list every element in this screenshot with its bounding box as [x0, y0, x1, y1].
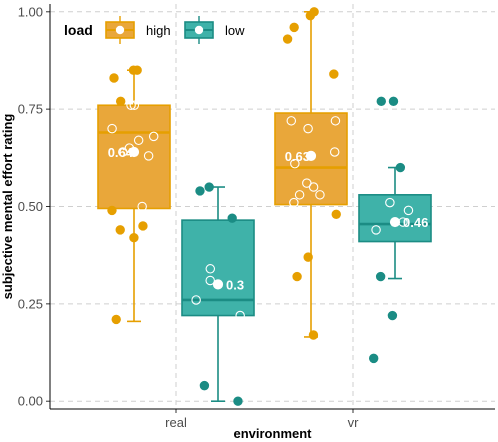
data-point [308, 330, 319, 340]
data-point [126, 100, 136, 111]
data-point [204, 182, 214, 192]
data-point [330, 116, 341, 126]
data-point [395, 162, 406, 173]
axis-layer: 0.00 0.25 0.50 0.75 1.00 real vr environment sub… [0, 4, 495, 441]
x-tick-label: vr [348, 415, 360, 430]
data-point [235, 310, 245, 321]
mean-label: 0.46 [403, 215, 428, 230]
data-point [329, 147, 340, 157]
data-point [109, 73, 119, 83]
data-point [303, 252, 313, 262]
legend-item-high: high [105, 16, 171, 44]
data-point [115, 225, 125, 235]
data-point [371, 225, 381, 235]
mean-point [389, 216, 401, 228]
data-point [107, 123, 117, 134]
y-tick-label: 0.75 [18, 102, 43, 117]
data-point [315, 190, 325, 200]
data-point [199, 380, 210, 391]
data-point [227, 213, 237, 223]
point-layer: 0.64 0.63 0.3 0.46 [107, 7, 428, 406]
mean-label: 0.3 [226, 277, 244, 292]
legend-layer: load high low [64, 16, 245, 44]
data-point [329, 69, 339, 79]
data-point [290, 158, 300, 169]
data-point [137, 201, 147, 212]
mean-point [305, 150, 317, 161]
data-point [289, 197, 299, 208]
data-point [138, 221, 148, 231]
data-point [387, 310, 398, 321]
legend-item-low: low [184, 16, 245, 44]
mean-point [128, 146, 140, 158]
data-point [385, 197, 395, 208]
data-point [118, 147, 128, 157]
box-low-real [181, 186, 255, 403]
legend-label: low [225, 23, 245, 38]
data-point [375, 271, 386, 282]
data-point [294, 190, 305, 200]
data-point [148, 131, 159, 142]
data-point [289, 22, 299, 33]
mean-label: 0.64 [108, 145, 134, 160]
data-point [111, 314, 121, 325]
x-axis-title: environment [233, 426, 312, 441]
legend-key-mean [115, 25, 125, 35]
data-point [305, 10, 316, 21]
data-point [115, 96, 126, 107]
data-point [376, 96, 386, 107]
data-point [286, 116, 297, 126]
data-point [129, 100, 140, 111]
data-point [107, 205, 117, 216]
data-point [205, 275, 215, 286]
data-point [308, 182, 319, 192]
mean-label: 0.63 [285, 149, 310, 164]
legend-key-mean [194, 25, 204, 35]
data-point [205, 264, 216, 274]
data-point [195, 186, 205, 196]
data-point [368, 353, 379, 364]
y-axis-title: subjective mental effort rating [0, 114, 15, 300]
data-point [191, 295, 201, 305]
mean-point [212, 279, 224, 290]
data-point [331, 209, 341, 219]
data-point [388, 96, 399, 107]
legend-label: high [146, 23, 171, 38]
data-point [129, 232, 139, 243]
data-point [403, 205, 414, 216]
data-point [292, 271, 302, 282]
legend-title: load [64, 22, 93, 38]
data-point [143, 151, 154, 161]
data-point [233, 396, 243, 406]
y-tick-label: 0.50 [18, 199, 43, 214]
y-tick-label: 0.00 [18, 394, 43, 409]
y-tick-label: 0.25 [18, 296, 43, 311]
data-point [282, 34, 293, 44]
data-point [133, 135, 144, 146]
data-point [132, 65, 142, 75]
x-tick-label: real [165, 415, 187, 430]
data-point [303, 123, 313, 134]
y-tick-label: 1.00 [18, 4, 43, 19]
